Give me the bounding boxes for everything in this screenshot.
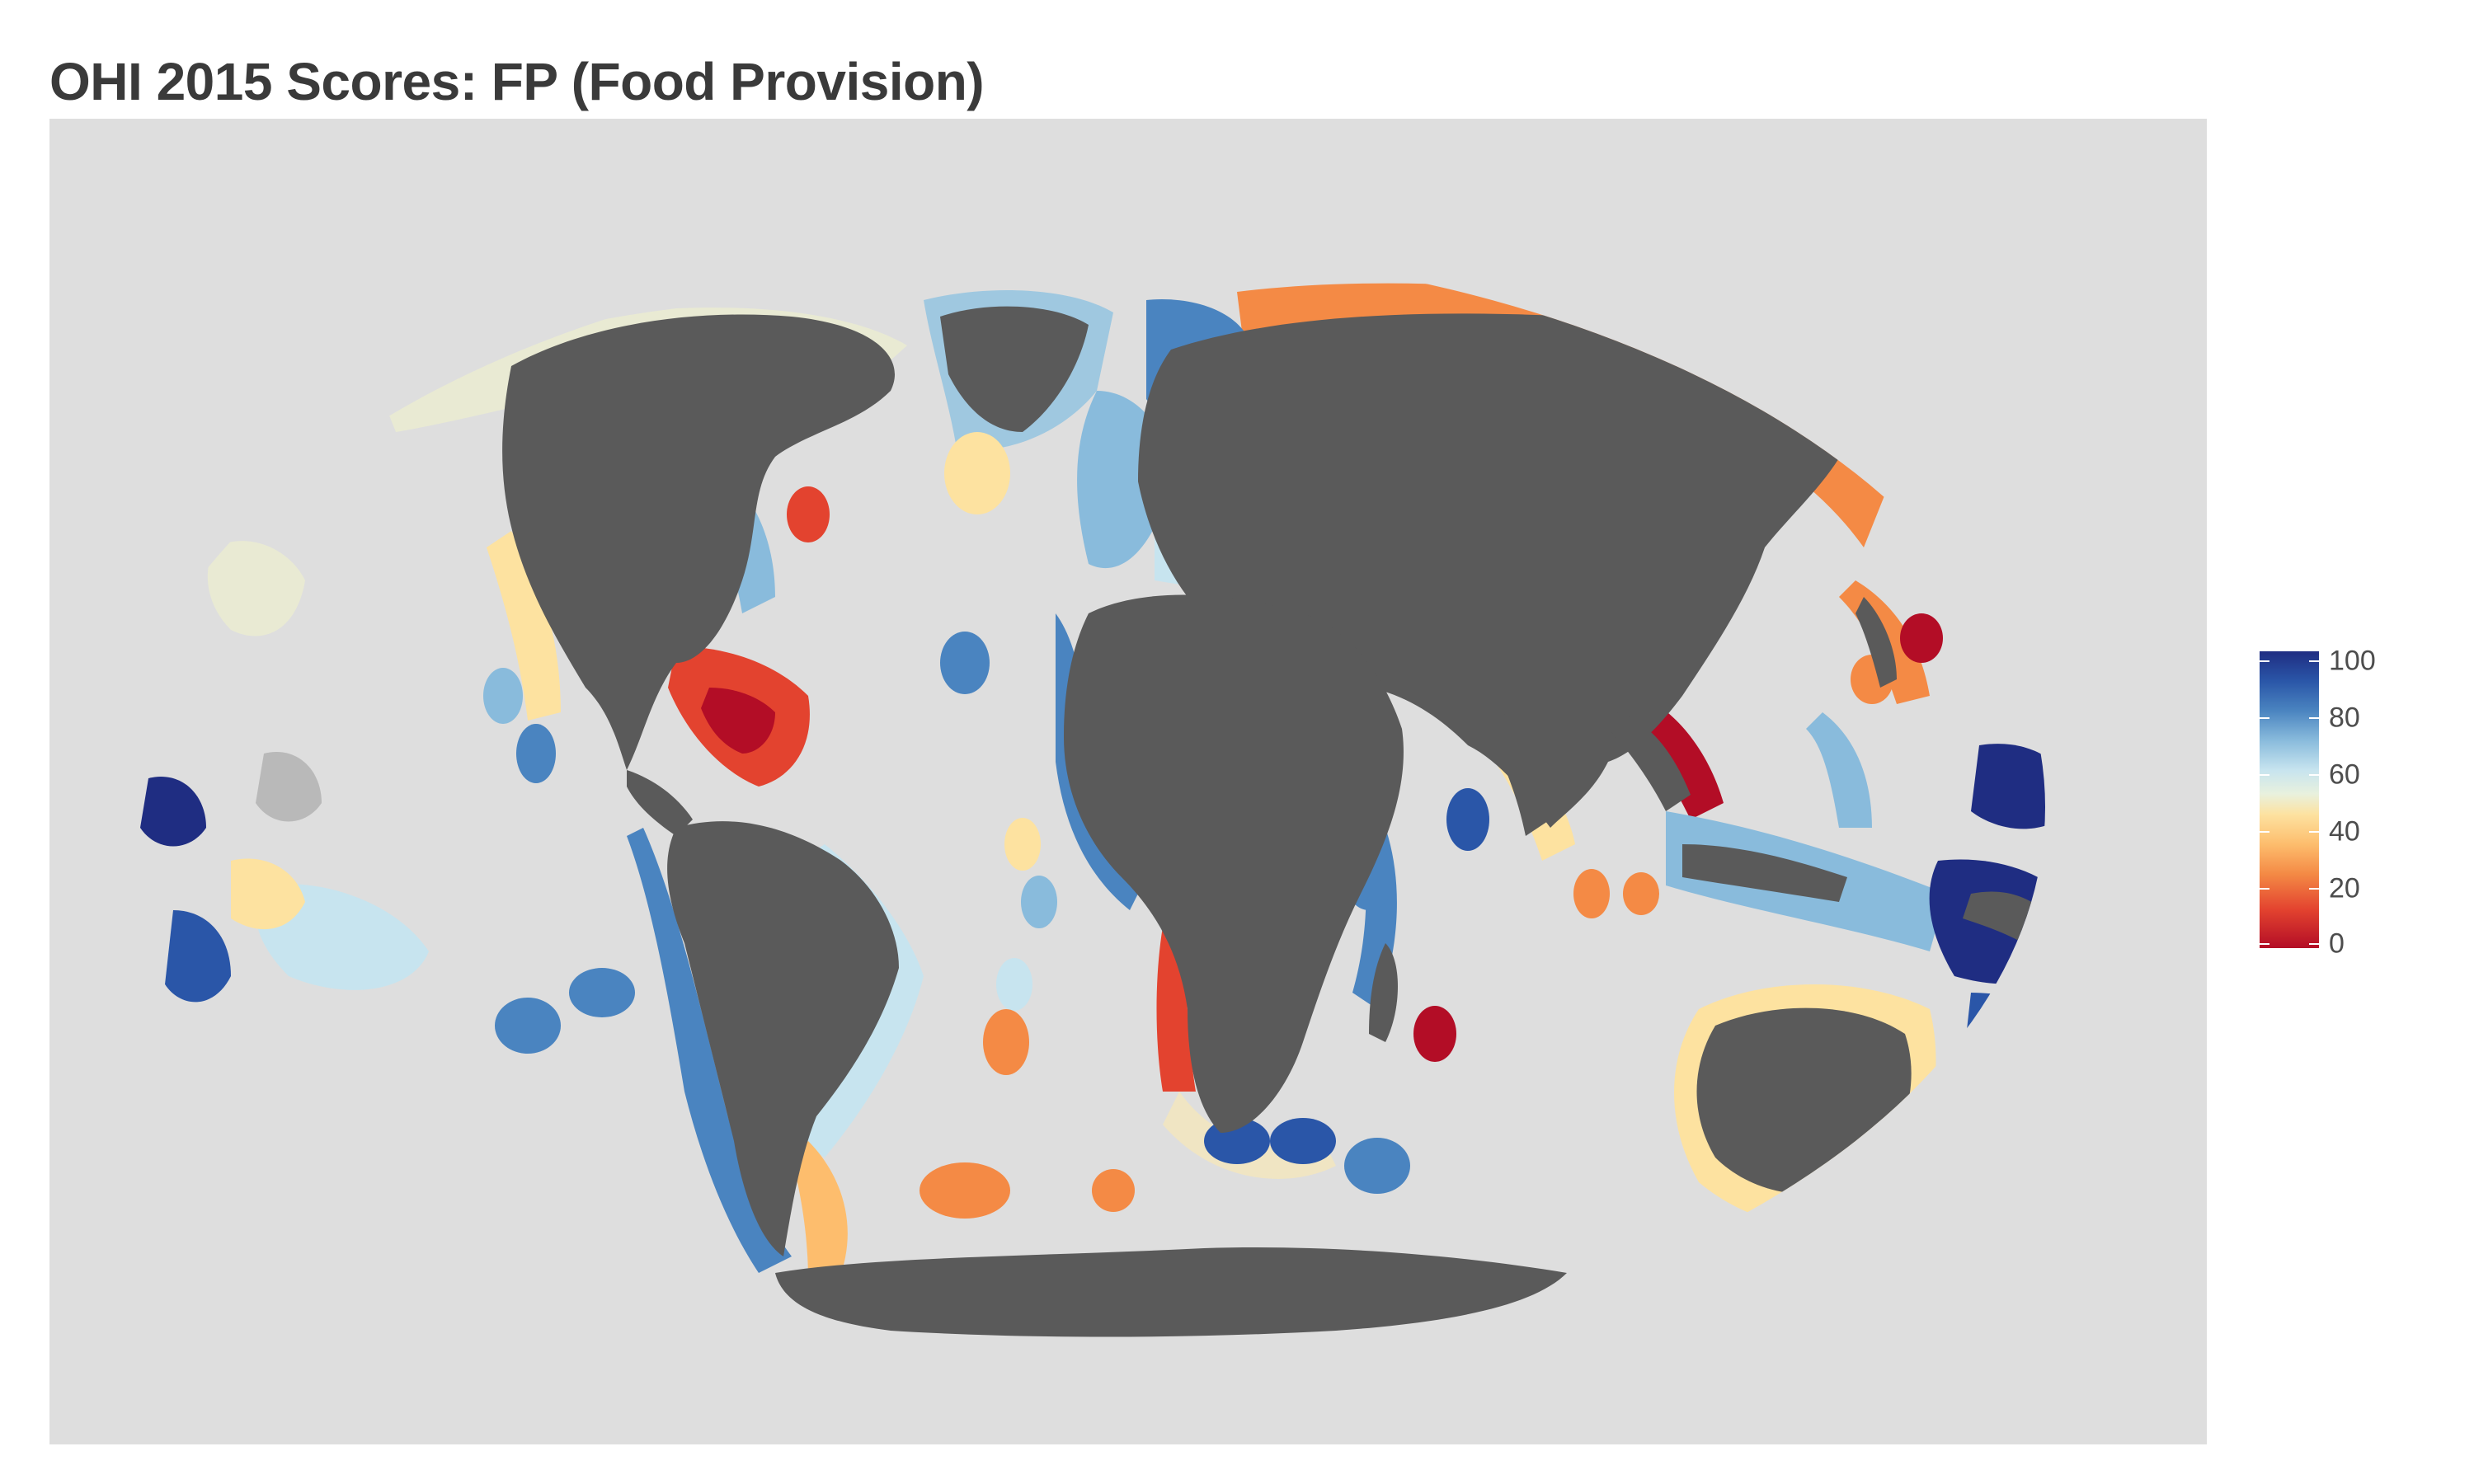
eez-clipperton bbox=[483, 668, 523, 724]
eez-south-america-east bbox=[800, 844, 924, 1158]
eez-solomon-vanuatu bbox=[1963, 993, 2045, 1085]
land-africa bbox=[1064, 594, 1404, 1133]
eez-south-america-west bbox=[627, 828, 792, 1273]
eez-us-west bbox=[487, 531, 561, 721]
island-eez[interactable] bbox=[483, 432, 1943, 1219]
eez-fiji-tonga bbox=[165, 910, 231, 1003]
eez-wake bbox=[1900, 613, 1943, 663]
land-australia bbox=[1696, 1007, 1912, 1195]
eez-kiribati-west bbox=[140, 777, 206, 847]
legend-tick-label: 80 bbox=[2329, 702, 2360, 734]
eez-caribbean-inner bbox=[701, 688, 775, 754]
eez-amsterdam bbox=[1413, 1006, 1456, 1062]
eez-nodata-pacific bbox=[256, 752, 322, 822]
legend-colorbar bbox=[2260, 651, 2319, 948]
eez-christmas bbox=[1573, 869, 1610, 918]
legend: 100 80 60 40 20 0 bbox=[2260, 646, 2425, 960]
eez-ascension bbox=[1021, 876, 1057, 928]
eez-south-georgia bbox=[920, 1162, 1010, 1219]
eez-angola-namibia bbox=[1156, 927, 1196, 1092]
world-map bbox=[140, 283, 2045, 1337]
legend-tick-label: 100 bbox=[2329, 645, 2376, 677]
eez-juan-fernandez bbox=[569, 968, 635, 1017]
land-japan bbox=[1856, 597, 1897, 688]
eez-cook-islands bbox=[231, 858, 305, 930]
land-antarctica bbox=[775, 1247, 1567, 1337]
eez-bermuda bbox=[787, 486, 830, 542]
land-south-america bbox=[667, 821, 899, 1256]
land-madagascar bbox=[1369, 943, 1398, 1042]
eez-st-helena bbox=[1004, 818, 1041, 871]
eez-galapagos bbox=[516, 724, 556, 783]
eez-cocos bbox=[1623, 872, 1659, 915]
land-greenland bbox=[940, 306, 1089, 432]
eez-falklands-area bbox=[983, 1009, 1029, 1075]
eez-patagonia bbox=[792, 1141, 848, 1281]
land-north-america bbox=[502, 314, 895, 770]
eez-tristan bbox=[996, 958, 1032, 1011]
eez-chagos bbox=[1446, 788, 1489, 851]
eez-bouvet bbox=[1092, 1169, 1135, 1212]
eez-philippines bbox=[1806, 712, 1872, 828]
eez-new-zealand bbox=[1976, 1125, 2030, 1240]
land-indochina bbox=[1608, 712, 1691, 811]
legend-tick-label: 40 bbox=[2329, 815, 2360, 848]
map-title: OHI 2015 Scores: FP (Food Provision) bbox=[49, 52, 985, 111]
legend-tick-label: 60 bbox=[2329, 758, 2360, 791]
land bbox=[502, 306, 2045, 1337]
land-new-zealand bbox=[1992, 1149, 2012, 1223]
eez-cape-verde bbox=[940, 632, 990, 694]
land-india bbox=[1484, 712, 1552, 836]
land-indonesia bbox=[1682, 844, 1847, 902]
eez-micronesia bbox=[1971, 744, 2045, 829]
eez-easter bbox=[495, 998, 561, 1054]
eez-kerguelen bbox=[1344, 1138, 1410, 1194]
legend-tick-label: 0 bbox=[2329, 928, 2345, 960]
eez-crozet bbox=[1270, 1118, 1336, 1164]
eez-hawaii bbox=[207, 541, 305, 636]
legend-tick-label: 20 bbox=[2329, 872, 2360, 904]
eez-azores bbox=[944, 432, 1010, 514]
land-central-america bbox=[627, 770, 693, 836]
map-panel[interactable] bbox=[49, 119, 2207, 1444]
land-eurasia bbox=[1138, 313, 1856, 828]
